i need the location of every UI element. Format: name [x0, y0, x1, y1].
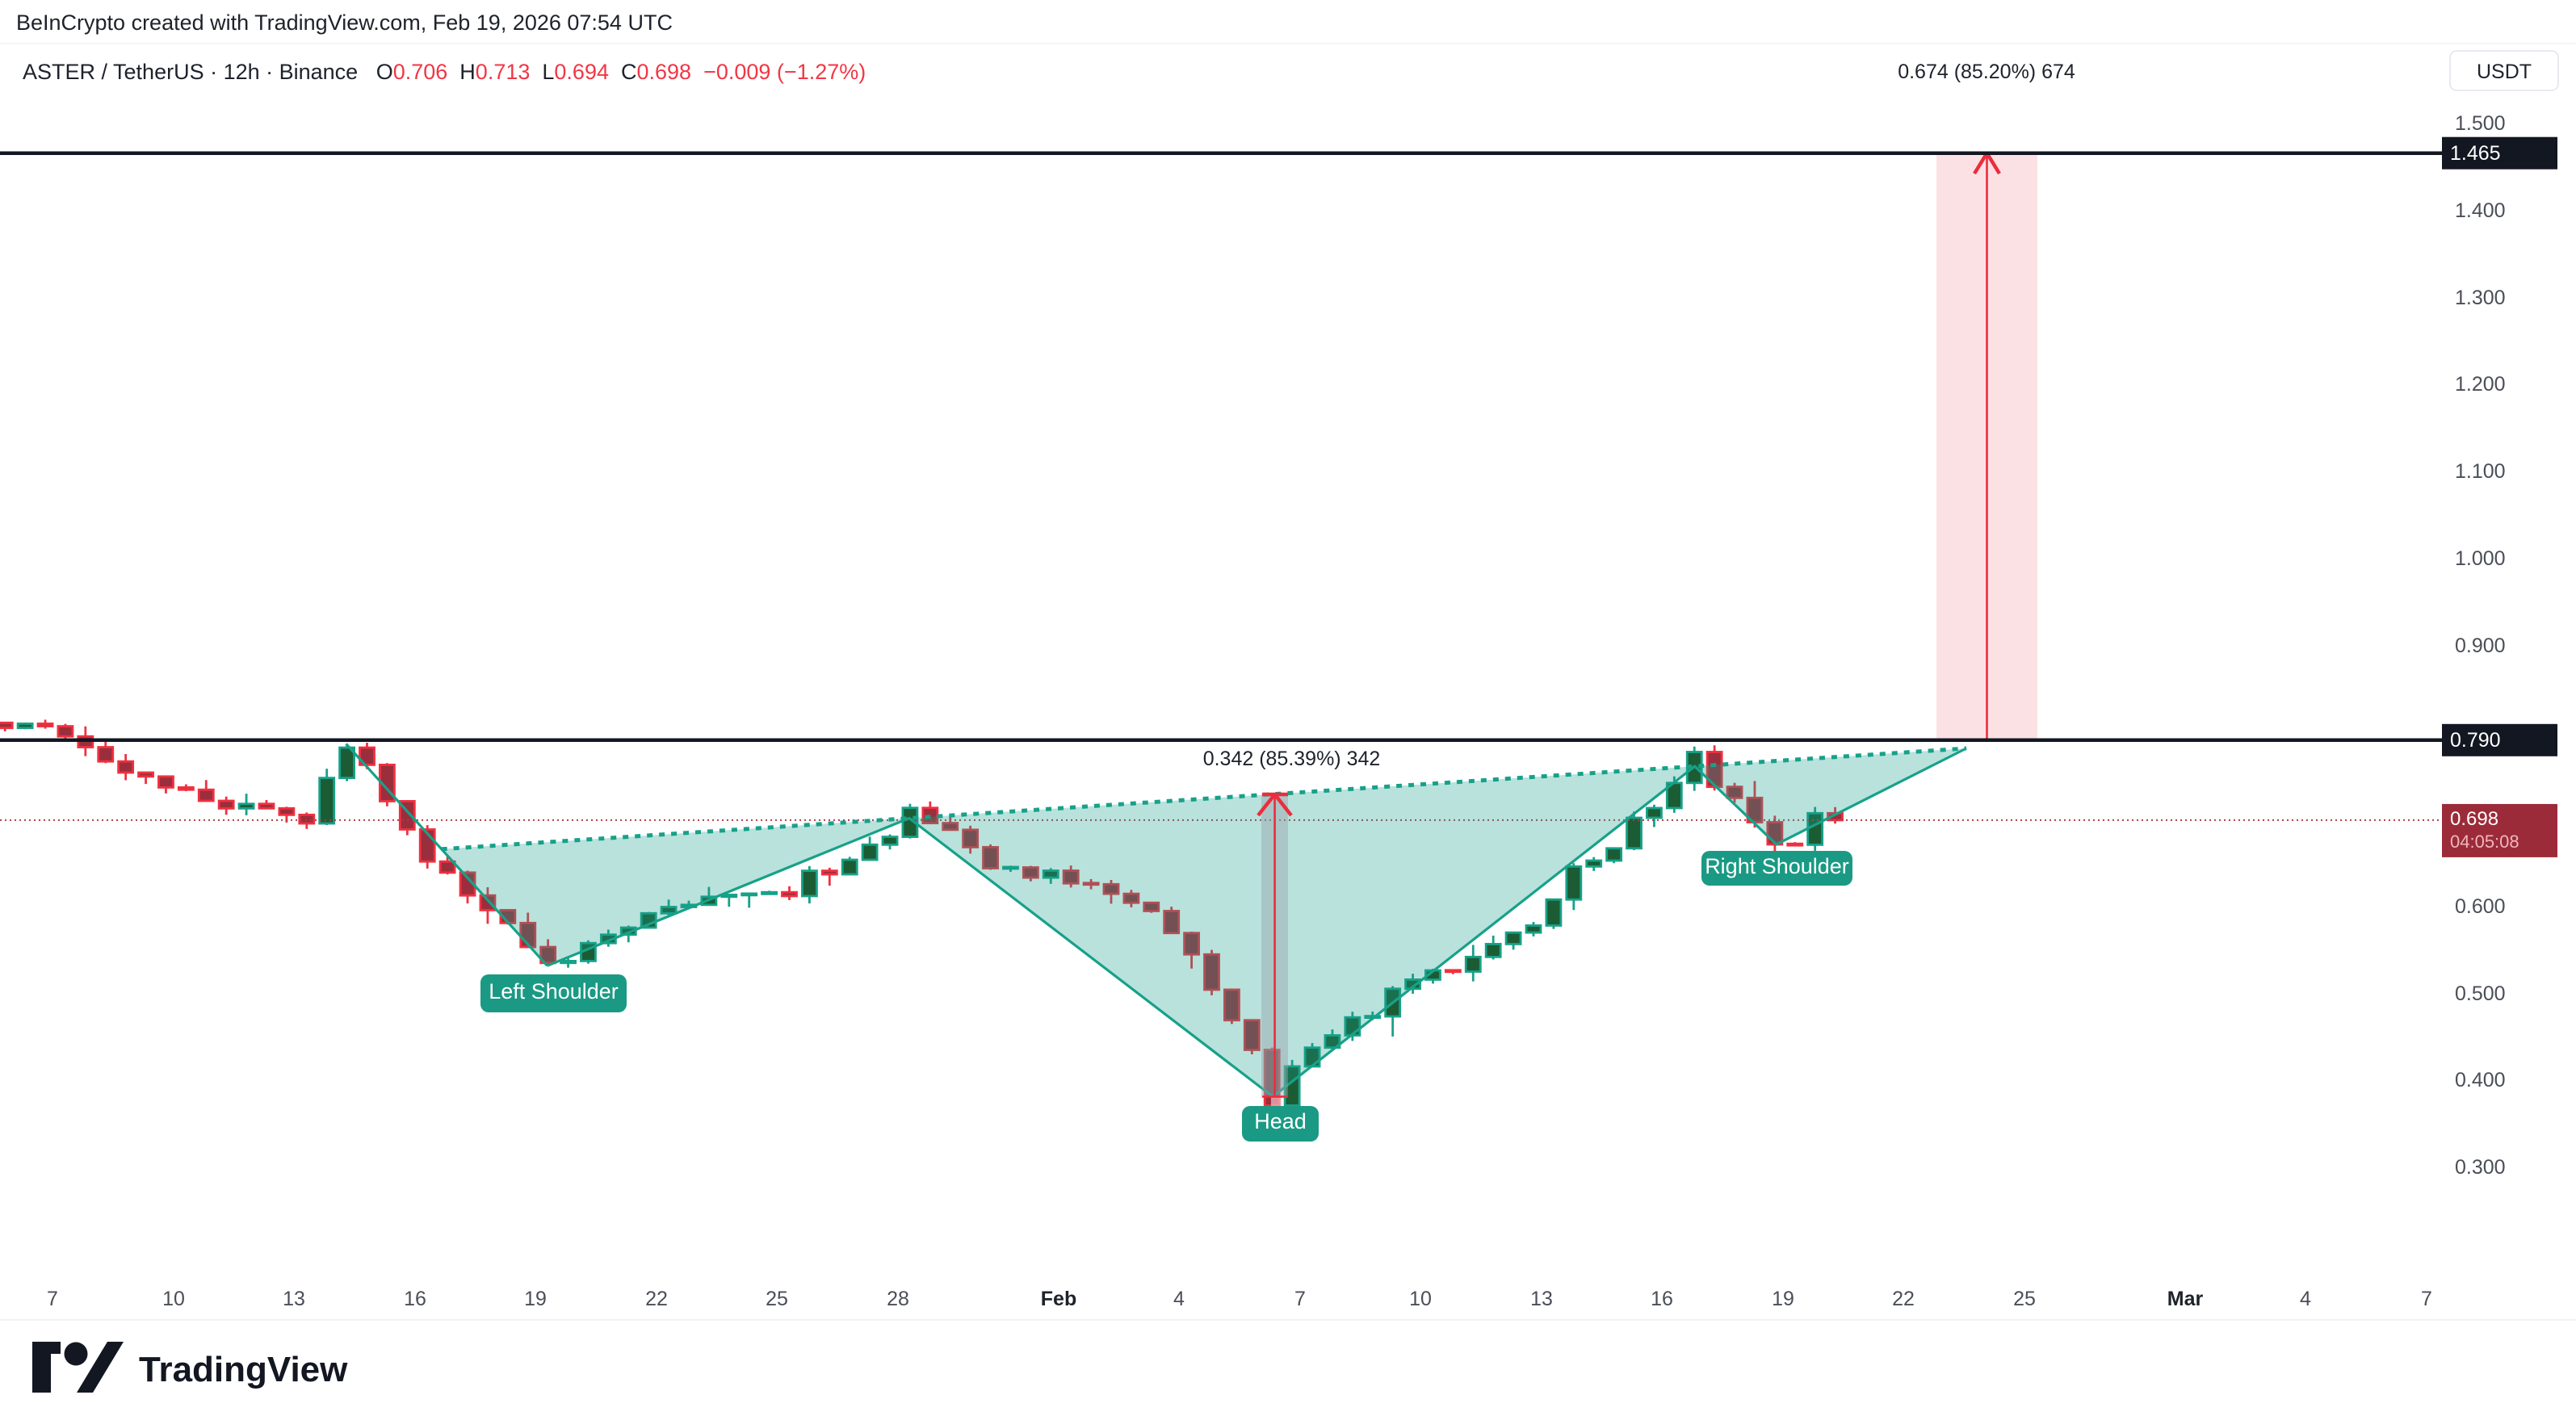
- svg-text:Feb: Feb: [1041, 1288, 1076, 1310]
- svg-text:0.300: 0.300: [2455, 1156, 2506, 1179]
- svg-text:Mar: Mar: [2167, 1288, 2204, 1310]
- svg-text:19: 19: [1772, 1288, 1794, 1310]
- svg-text:25: 25: [766, 1288, 788, 1310]
- svg-text:7: 7: [1294, 1288, 1306, 1310]
- svg-text:1.200: 1.200: [2455, 373, 2506, 396]
- svg-text:1.465: 1.465: [2450, 142, 2501, 165]
- svg-text:0.674 (85.20%) 674: 0.674 (85.20%) 674: [1898, 61, 2075, 83]
- svg-text:1.300: 1.300: [2455, 287, 2506, 309]
- svg-text:0.600: 0.600: [2455, 895, 2506, 918]
- svg-text:1.500: 1.500: [2455, 112, 2506, 135]
- svg-text:7: 7: [47, 1288, 58, 1310]
- svg-text:4: 4: [2300, 1288, 2311, 1310]
- svg-text:13: 13: [1530, 1288, 1553, 1310]
- svg-text:28: 28: [887, 1288, 909, 1310]
- svg-text:16: 16: [1651, 1288, 1673, 1310]
- svg-text:1.100: 1.100: [2455, 460, 2506, 483]
- svg-text:10: 10: [1409, 1288, 1432, 1310]
- svg-text:1.400: 1.400: [2455, 199, 2506, 222]
- svg-text:04:05:08: 04:05:08: [2450, 832, 2519, 852]
- svg-text:0.400: 0.400: [2455, 1069, 2506, 1091]
- svg-text:TradingView: TradingView: [139, 1350, 348, 1389]
- svg-text:10: 10: [162, 1288, 185, 1310]
- svg-text:Head: Head: [1254, 1109, 1307, 1133]
- svg-text:16: 16: [404, 1288, 426, 1310]
- svg-text:13: 13: [283, 1288, 305, 1310]
- svg-text:0.342 (85.39%) 342: 0.342 (85.39%) 342: [1203, 748, 1381, 770]
- svg-text:4: 4: [1173, 1288, 1185, 1310]
- svg-text:0.698: 0.698: [2450, 808, 2498, 830]
- svg-text:0.790: 0.790: [2450, 729, 2501, 752]
- svg-text:0.900: 0.900: [2455, 635, 2506, 657]
- svg-text:Right Shoulder: Right Shoulder: [1705, 854, 1849, 878]
- svg-text:1.000: 1.000: [2455, 547, 2506, 570]
- svg-text:19: 19: [524, 1288, 547, 1310]
- svg-text:0.500: 0.500: [2455, 982, 2506, 1005]
- svg-text:7: 7: [2421, 1288, 2432, 1310]
- svg-text:Left Shoulder: Left Shoulder: [489, 979, 619, 1003]
- svg-text:BeInCrypto created with Tradin: BeInCrypto created with TradingView.com,…: [16, 10, 673, 35]
- svg-text:22: 22: [1892, 1288, 1915, 1310]
- svg-text:22: 22: [645, 1288, 668, 1310]
- svg-text:ASTER / TetherUS · 12h · Binan: ASTER / TetherUS · 12h · Binance O0.706 …: [23, 60, 866, 84]
- svg-text:25: 25: [2013, 1288, 2036, 1310]
- svg-text:USDT: USDT: [2477, 61, 2532, 83]
